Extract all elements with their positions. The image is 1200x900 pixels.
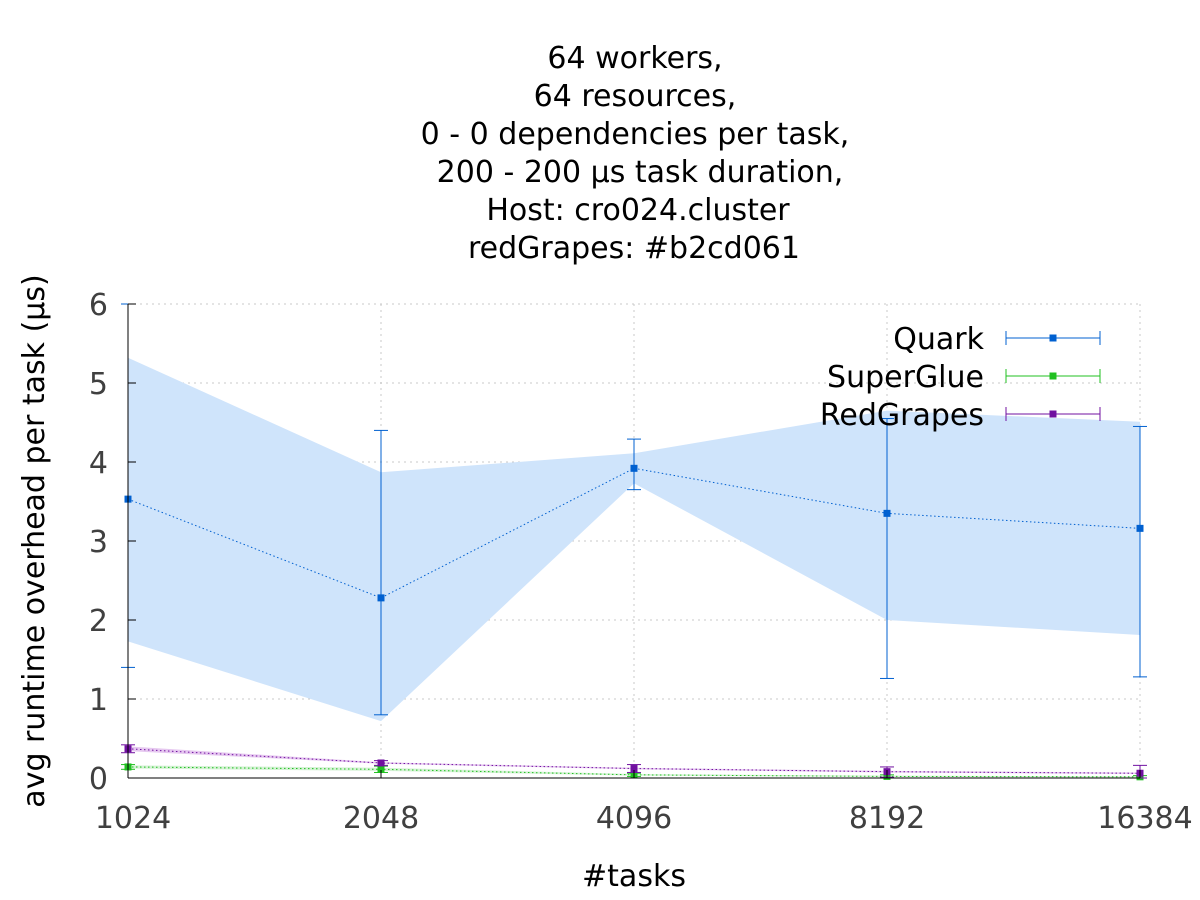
y-tick-label: 2 [89,604,108,639]
y-tick-label: 0 [89,762,108,797]
title-line: 64 resources, [534,79,737,114]
legend-marker [1049,410,1057,418]
x-axis-label: #tasks [582,859,686,894]
title-line: 200 - 200 µs task duration, [437,155,844,190]
x-tick-label: 16384 [1097,801,1192,836]
legend-item: SuperGlue [827,360,1101,395]
data-point [630,765,638,773]
x-tick-label: 8192 [849,801,925,836]
chart-title: 64 workers, 64 resources, 0 - 0 dependen… [421,41,850,266]
series-line [127,467,1141,599]
data-point [377,765,385,773]
y-tick-label: 1 [89,683,108,718]
data-point [377,759,385,767]
y-axis-label: avg runtime overhead per task (µs) [17,274,52,807]
y-tick-label: 4 [89,446,108,481]
y-tick-label: 5 [89,367,108,402]
x-tick-label: 2048 [343,801,419,836]
series-line [127,748,1141,774]
legend-label: SuperGlue [827,360,984,395]
x-tick-label: 4096 [596,801,672,836]
title-line: redGrapes: #b2cd061 [468,231,800,266]
legend-label: RedGrapes [820,398,984,433]
legend-item: Quark [893,322,1101,357]
data-point [1136,524,1144,532]
legend-marker [1049,372,1057,380]
series-line [127,766,1141,778]
tick-labels: 0 1 2 3 4 5 6 1024 2048 4096 8192 16384 [89,288,1193,836]
data-point [630,464,638,472]
title-line: 0 - 0 dependencies per task, [421,117,850,152]
y-tick-label: 3 [89,525,108,560]
legend-label: Quark [893,322,984,357]
data-point [883,509,891,517]
x-tick-label: 1024 [95,801,171,836]
title-line: Host: cro024.cluster [486,193,790,228]
title-line: 64 workers, [547,41,722,76]
y-tick-label: 6 [89,288,108,323]
legend-marker [1049,334,1057,342]
data-point [377,594,385,602]
legend-item: RedGrapes [820,398,1101,433]
axes [127,303,1141,779]
